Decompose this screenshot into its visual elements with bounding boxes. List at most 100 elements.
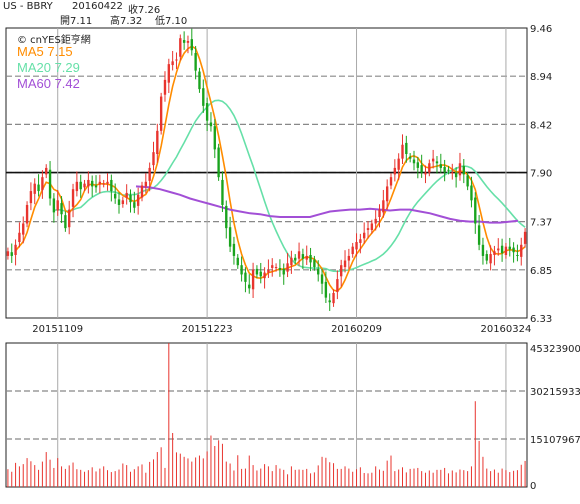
candle-body: [420, 165, 423, 173]
candle-body: [228, 227, 232, 247]
candle-body: [202, 88, 205, 106]
candle-body: [91, 180, 94, 187]
candle-body: [248, 284, 251, 289]
candle-body: [416, 162, 420, 168]
candle-body: [458, 163, 462, 176]
brand-watermark: © cnYES鉅亨網: [17, 35, 91, 46]
legend-ma5: MA5 7.15: [17, 44, 73, 59]
candle-body: [374, 218, 377, 224]
candle-body: [171, 61, 174, 66]
candle-body: [309, 254, 312, 263]
date-tick-label: 20151223: [182, 324, 233, 335]
candle-body: [500, 245, 504, 254]
candle-body: [359, 239, 362, 243]
ma60-line: [135, 185, 519, 224]
candle-body: [470, 185, 473, 201]
candle-body: [236, 257, 239, 266]
candle-body: [267, 269, 270, 273]
candlesticks: [6, 28, 527, 311]
low-label: 低7.10: [155, 16, 188, 27]
candle-body: [125, 192, 128, 198]
candle-body: [213, 126, 216, 150]
candle-body: [451, 172, 454, 174]
candle-body: [205, 103, 209, 121]
volume-grid: [5, 342, 528, 488]
candle-body: [366, 228, 370, 230]
candle-body: [144, 181, 148, 187]
candle-body: [87, 179, 90, 187]
candle-body: [443, 166, 446, 173]
candle-body: [274, 267, 278, 269]
symbol-label: US - BBRY: [3, 1, 53, 12]
candle-body: [466, 175, 469, 187]
price-tick-label: 8.94: [530, 72, 552, 83]
candle-body: [397, 158, 400, 170]
candle-body: [29, 191, 33, 204]
candle-body: [79, 181, 82, 190]
candle-body: [362, 232, 366, 239]
candle-body: [408, 156, 412, 159]
ma20-line: [53, 99, 526, 273]
candle-body: [167, 64, 171, 83]
candle-body: [431, 158, 435, 162]
candle-body: [217, 147, 220, 178]
candle-body: [255, 268, 259, 275]
candle-body: [282, 268, 285, 275]
candle-body: [320, 274, 324, 284]
volume-tick-label: 15107967: [530, 435, 580, 446]
volume-tick-label: 30215933: [530, 387, 580, 398]
legend-ma60: MA60 7.42: [17, 76, 80, 91]
candle-body: [52, 198, 56, 213]
candle-body: [232, 243, 236, 256]
price-tick-label: 9.46: [530, 24, 552, 35]
candle-body: [209, 122, 213, 127]
axis-labels: 9.46 8.94 8.42 7.90 7.37 6.85 6.33 20151109 2015…: [32, 24, 580, 492]
close-label: 收7.26: [128, 5, 161, 16]
candle-body: [405, 142, 408, 155]
price-tick-label: 6.85: [530, 266, 552, 277]
candle-body: [297, 251, 301, 259]
price-tick-label: 8.42: [530, 120, 552, 131]
candle-body: [317, 268, 320, 275]
candle-body: [278, 267, 282, 270]
candle-body: [313, 259, 316, 268]
candle-body: [48, 169, 52, 199]
candle-body: [493, 251, 496, 255]
candle-body: [481, 244, 485, 256]
candle-body: [33, 183, 36, 194]
candle-body: [516, 254, 519, 256]
candle-body: [133, 202, 136, 208]
candle-body: [332, 292, 335, 304]
candle-body: [110, 179, 113, 192]
candle-body: [98, 181, 102, 185]
candle-body: [324, 281, 328, 298]
candle-body: [474, 197, 477, 224]
candle-body: [83, 183, 86, 188]
candle-body: [340, 265, 343, 277]
candle-body: [428, 163, 431, 173]
candle-body: [41, 177, 44, 191]
candle-body: [508, 246, 511, 250]
candle-body: [347, 255, 351, 261]
candle-body: [159, 96, 163, 131]
candle-body: [305, 255, 308, 260]
price-tick-label: 7.90: [530, 169, 552, 180]
candle-body: [447, 169, 450, 171]
candle-body: [294, 257, 297, 261]
candle-body: [401, 144, 404, 159]
candle-body: [6, 251, 10, 256]
candle-body: [477, 225, 481, 245]
candle-body: [186, 40, 190, 43]
candle-body: [412, 159, 416, 164]
candle-body: [385, 186, 389, 202]
candle-body: [64, 215, 67, 229]
candle-body: [60, 203, 63, 215]
candle-body: [182, 40, 186, 43]
candle-body: [520, 244, 523, 257]
candle-body: [10, 252, 13, 256]
candle-body: [18, 232, 21, 243]
date-tick-label: 20160209: [331, 324, 382, 335]
volume-bars: [7, 343, 526, 487]
